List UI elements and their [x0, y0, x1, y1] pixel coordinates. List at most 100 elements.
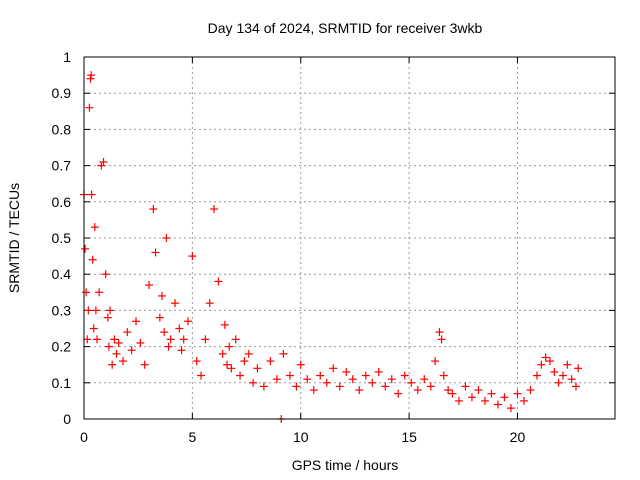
data-point — [381, 382, 390, 391]
y-tick-label: 0.6 — [52, 194, 72, 210]
data-point — [554, 378, 563, 387]
data-point — [89, 324, 98, 333]
data-point — [279, 349, 288, 358]
data-point — [374, 367, 383, 376]
data-point — [541, 353, 550, 362]
data-point — [179, 335, 188, 344]
data-point — [574, 364, 583, 373]
data-point — [435, 328, 444, 337]
data-point — [155, 313, 164, 322]
data-point — [158, 291, 167, 300]
data-point — [506, 404, 515, 413]
y-tick-label: 0.8 — [52, 121, 72, 137]
data-point — [205, 299, 214, 308]
y-tick-label: 1 — [63, 49, 71, 65]
data-points-layer — [80, 71, 583, 423]
data-point — [342, 367, 351, 376]
y-tick-label: 0.4 — [52, 266, 72, 282]
chart-title: Day 134 of 2024, SRMTID for receiver 3wk… — [208, 20, 483, 36]
data-point — [145, 281, 154, 290]
data-point — [171, 299, 180, 308]
data-point — [136, 338, 145, 347]
data-point — [85, 103, 94, 112]
data-point — [244, 349, 253, 358]
data-point — [266, 357, 275, 366]
axis-layer: 0 5 10 15 20 0 0.1 0.2 0.3 0.4 0.5 0.6 0.7 0.8 0.9 1 — [52, 49, 615, 445]
data-point — [563, 360, 572, 369]
data-point — [467, 393, 476, 402]
data-point — [236, 371, 245, 380]
data-point — [355, 386, 364, 395]
data-point — [240, 357, 249, 366]
y-tick-label: 0.3 — [52, 302, 72, 318]
data-point — [407, 378, 416, 387]
data-point — [550, 367, 559, 376]
data-point — [210, 205, 219, 214]
data-point — [88, 255, 97, 264]
data-point — [567, 375, 576, 384]
data-point — [426, 382, 435, 391]
data-point — [249, 378, 258, 387]
data-point — [114, 338, 123, 347]
data-point — [151, 248, 160, 257]
data-point — [223, 360, 232, 369]
data-point — [448, 389, 457, 398]
x-axis-label: GPS time / hours — [292, 457, 399, 473]
data-point — [526, 386, 535, 395]
x-tick-label: 5 — [188, 429, 196, 445]
data-point — [500, 393, 509, 402]
data-point — [86, 74, 95, 83]
data-point — [101, 270, 110, 279]
data-point — [292, 382, 301, 391]
data-point — [272, 375, 281, 384]
data-point — [480, 396, 489, 405]
x-tick-label: 15 — [401, 429, 417, 445]
data-point — [220, 320, 229, 329]
data-point — [253, 364, 262, 373]
x-tick-label: 10 — [293, 429, 309, 445]
data-point — [110, 335, 119, 344]
data-point — [513, 389, 522, 398]
data-point — [431, 357, 440, 366]
data-point — [461, 382, 470, 391]
data-point — [537, 360, 546, 369]
data-point — [162, 234, 171, 242]
data-point — [119, 357, 128, 366]
data-point — [95, 288, 104, 297]
data-point — [545, 357, 554, 366]
data-point — [184, 317, 193, 326]
y-tick-label: 0.9 — [52, 85, 72, 101]
data-point — [439, 371, 448, 380]
data-point — [361, 371, 370, 380]
x-tick-label: 0 — [80, 429, 88, 445]
data-point — [285, 371, 294, 380]
data-point — [164, 342, 173, 351]
data-point — [123, 328, 132, 337]
data-point — [335, 382, 344, 391]
y-tick-label: 0 — [63, 411, 71, 427]
data-point — [149, 205, 158, 214]
data-point — [322, 378, 331, 387]
data-point — [104, 342, 113, 351]
data-point — [413, 386, 422, 395]
x-tick-label: 20 — [510, 429, 526, 445]
data-point — [91, 306, 100, 315]
data-point — [103, 313, 112, 322]
data-point — [316, 371, 325, 380]
data-point — [394, 389, 403, 398]
data-point — [99, 157, 108, 166]
data-point — [112, 349, 121, 358]
data-point — [558, 371, 567, 380]
data-point — [309, 386, 318, 395]
data-point — [444, 386, 453, 395]
data-point — [214, 277, 223, 286]
data-point — [259, 382, 268, 391]
data-point — [368, 378, 377, 387]
data-point — [348, 375, 357, 384]
data-point — [303, 375, 312, 384]
data-point — [387, 375, 396, 384]
data-point — [81, 244, 90, 253]
data-point — [132, 317, 141, 326]
y-tick-label: 0.7 — [52, 158, 72, 174]
